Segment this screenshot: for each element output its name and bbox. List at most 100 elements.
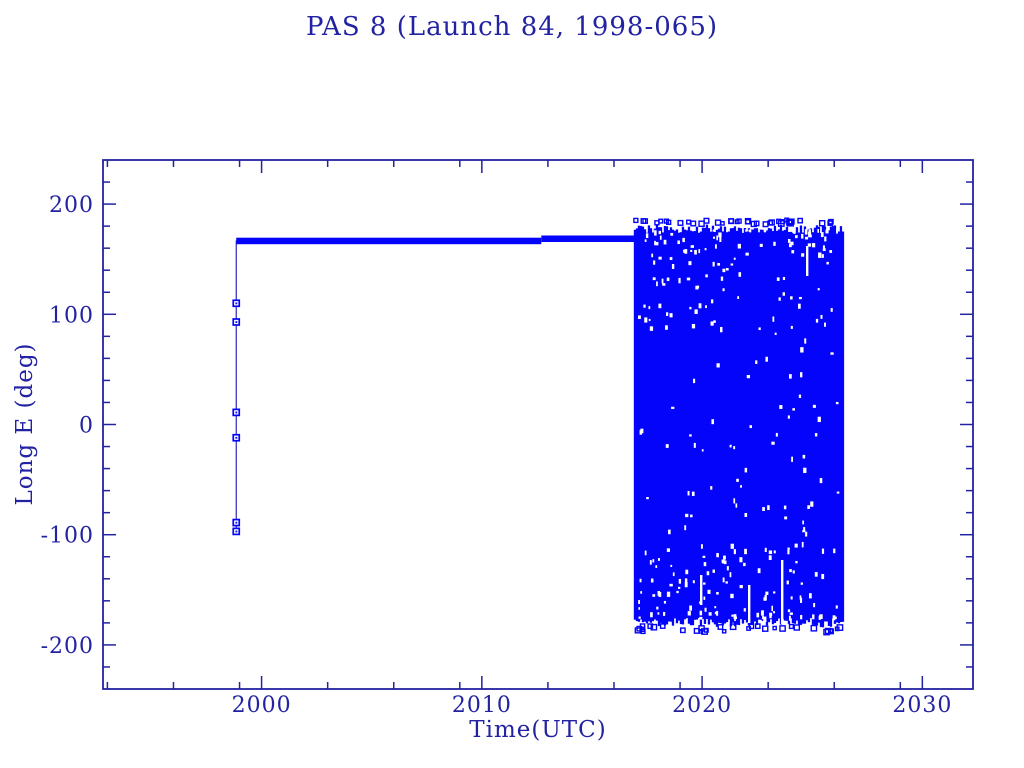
uncontrolled-drift-fill	[723, 226, 727, 624]
uncontrolled-drift-fill	[829, 226, 833, 627]
speckle	[820, 314, 823, 319]
speckle	[765, 356, 768, 362]
uncontrolled-drift-fill-edge-marker	[633, 217, 639, 224]
uncontrolled-drift-fill	[795, 227, 799, 621]
speckle	[801, 233, 804, 239]
speckle	[829, 250, 833, 253]
speckle	[787, 547, 790, 550]
speckle	[803, 527, 806, 533]
uncontrolled-drift-fill	[693, 231, 697, 620]
speckle	[764, 547, 767, 553]
speckle	[676, 590, 679, 594]
speckle	[804, 229, 808, 235]
speckle	[710, 321, 714, 326]
uncontrolled-drift-fill-edge-marker	[779, 625, 786, 632]
speckle	[702, 555, 706, 558]
uncontrolled-drift-fill-edge-marker	[797, 217, 804, 224]
speckle	[733, 446, 736, 450]
speckle	[800, 372, 803, 378]
uncontrolled-drift-fill	[669, 227, 673, 622]
chart-title: PAS 8 (Launch 84, 1998-065)	[305, 12, 719, 42]
speckle	[792, 570, 795, 574]
speckle	[723, 560, 727, 565]
speckle	[688, 261, 692, 266]
uncontrolled-drift-fill	[703, 227, 707, 624]
uncontrolled-drift-fill	[781, 230, 785, 620]
speckle	[824, 322, 826, 327]
speckle-slit	[748, 585, 751, 623]
uncontrolled-drift-fill-edge-marker	[698, 220, 705, 227]
speckle	[716, 610, 719, 616]
speckle	[759, 243, 763, 248]
uncontrolled-drift-fill-edge-marker	[777, 220, 785, 227]
uncontrolled-drift-fill	[755, 228, 759, 626]
uncontrolled-drift-fill	[817, 226, 821, 623]
speckle	[712, 229, 716, 232]
speckle	[644, 550, 647, 556]
uncontrolled-drift-fill-edge-marker	[639, 623, 646, 629]
speckle	[716, 235, 718, 241]
speckle	[775, 432, 778, 437]
uncontrolled-drift-fill-edge-marker	[834, 626, 840, 632]
speckle	[730, 543, 734, 549]
uncontrolled-drift-fill-edge-marker	[690, 220, 697, 227]
speckle	[812, 243, 816, 248]
speckle	[791, 250, 795, 254]
speckle	[666, 312, 669, 316]
uncontrolled-drift-fill-edge-marker	[654, 220, 660, 226]
speckle	[772, 316, 775, 322]
speckle	[761, 610, 764, 616]
speckle	[733, 549, 736, 555]
speckle	[658, 230, 661, 235]
speckle	[685, 513, 689, 518]
speckle	[693, 378, 696, 384]
speckle	[832, 615, 836, 621]
uncontrolled-drift-fill	[841, 231, 845, 622]
speckle	[670, 564, 673, 567]
speckle	[659, 235, 662, 240]
speckle	[710, 486, 713, 490]
uncontrolled-drift-fill	[769, 228, 773, 620]
uncontrolled-drift-fill	[815, 225, 819, 626]
speckle	[725, 581, 728, 584]
speckle	[733, 498, 736, 504]
speckle	[640, 591, 643, 594]
uncontrolled-drift-fill	[805, 229, 809, 621]
speckle	[792, 229, 795, 234]
uncontrolled-drift-fill-edge-marker	[810, 624, 818, 632]
uncontrolled-drift-fill-edge-marker	[818, 220, 826, 227]
speckle	[778, 297, 781, 301]
uncontrolled-drift-fill	[801, 232, 805, 624]
speckle	[722, 577, 725, 583]
speckle	[799, 595, 802, 600]
speckle	[798, 394, 802, 398]
speckle	[787, 415, 790, 419]
uncontrolled-drift-fill	[679, 232, 683, 625]
uncontrolled-drift-fill	[759, 229, 763, 620]
speckle	[714, 606, 717, 609]
speckle	[639, 429, 642, 435]
speckle	[666, 591, 671, 597]
speckle	[744, 467, 748, 473]
speckle	[684, 249, 688, 254]
uncontrolled-drift-fill-edge-marker	[677, 219, 684, 226]
uncontrolled-drift-fill	[713, 231, 717, 625]
speckle	[768, 555, 772, 561]
speckle	[689, 434, 692, 437]
speckle	[712, 261, 715, 267]
x-axis-label: Time(UTC)	[469, 717, 607, 743]
speckle	[821, 573, 825, 580]
speckle	[773, 550, 776, 554]
speckle	[826, 229, 829, 234]
uncontrolled-drift-fill-edge-marker	[728, 218, 735, 224]
station-keeping-band-167E	[236, 237, 542, 245]
speckle	[687, 490, 690, 496]
speckle	[711, 299, 714, 304]
speckle	[800, 582, 804, 585]
uncontrolled-drift-fill	[837, 231, 841, 624]
speckle	[784, 516, 788, 520]
uncontrolled-drift-fill	[647, 225, 651, 622]
uncontrolled-drift-fill	[747, 228, 751, 626]
speckle	[800, 597, 803, 603]
speckle	[695, 285, 699, 290]
